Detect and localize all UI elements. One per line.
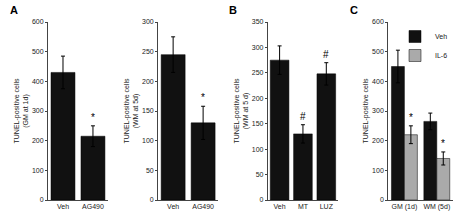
svg-text:600: 600 bbox=[372, 18, 384, 25]
svg-text:Veh: Veh bbox=[167, 203, 179, 210]
svg-text:200: 200 bbox=[32, 137, 44, 144]
svg-text:#: # bbox=[300, 111, 306, 122]
svg-text:150: 150 bbox=[142, 107, 154, 114]
svg-text:500: 500 bbox=[372, 48, 384, 55]
svg-text:AG490: AG490 bbox=[192, 203, 214, 210]
svg-text:TUNEL-positive cells: TUNEL-positive cells bbox=[362, 78, 370, 143]
svg-text:600: 600 bbox=[32, 18, 44, 25]
svg-text:A: A bbox=[10, 4, 18, 16]
svg-text:50: 50 bbox=[146, 167, 154, 174]
svg-text:Veh: Veh bbox=[435, 33, 447, 40]
svg-text:0: 0 bbox=[150, 196, 154, 203]
svg-text:50: 50 bbox=[256, 171, 264, 178]
svg-text:#: # bbox=[323, 49, 329, 60]
svg-text:C: C bbox=[350, 4, 358, 16]
svg-text:300: 300 bbox=[252, 44, 264, 51]
svg-text:300: 300 bbox=[142, 18, 154, 25]
svg-text:*: * bbox=[91, 112, 95, 123]
svg-text:AG490: AG490 bbox=[82, 203, 104, 210]
svg-text:GM (1d): GM (1d) bbox=[392, 203, 418, 211]
svg-text:100: 100 bbox=[372, 167, 384, 174]
svg-text:400: 400 bbox=[32, 78, 44, 85]
svg-text:0: 0 bbox=[380, 196, 384, 203]
svg-text:250: 250 bbox=[252, 69, 264, 76]
svg-text:MT: MT bbox=[298, 203, 309, 210]
svg-text:100: 100 bbox=[252, 146, 264, 153]
svg-text:200: 200 bbox=[252, 95, 264, 102]
svg-text:500: 500 bbox=[32, 48, 44, 55]
svg-text:200: 200 bbox=[372, 137, 384, 144]
svg-text:TUNEL-positive cells(WM at 5 d: TUNEL-positive cells(WM at 5 d) bbox=[233, 78, 250, 143]
svg-text:300: 300 bbox=[372, 107, 384, 114]
svg-text:250: 250 bbox=[142, 48, 154, 55]
svg-text:0: 0 bbox=[40, 196, 44, 203]
svg-text:150: 150 bbox=[252, 120, 264, 127]
svg-text:0: 0 bbox=[260, 196, 264, 203]
svg-text:Veh: Veh bbox=[57, 203, 69, 210]
svg-text:300: 300 bbox=[32, 107, 44, 114]
svg-text:*: * bbox=[201, 92, 205, 103]
svg-text:100: 100 bbox=[32, 167, 44, 174]
svg-text:Veh: Veh bbox=[274, 203, 286, 210]
svg-text:WM (5d): WM (5d) bbox=[423, 203, 450, 211]
svg-text:400: 400 bbox=[372, 78, 384, 85]
svg-text:350: 350 bbox=[252, 18, 264, 25]
svg-text:200: 200 bbox=[142, 78, 154, 85]
svg-text:TUNEL-positive cells(GM at 1d): TUNEL-positive cells(GM at 1d) bbox=[13, 78, 30, 143]
svg-text:IL-6: IL-6 bbox=[435, 52, 447, 59]
svg-text:100: 100 bbox=[142, 137, 154, 144]
svg-text:TUNEL-positive cells(WM at 5d): TUNEL-positive cells(WM at 5d) bbox=[123, 78, 140, 143]
svg-text:*: * bbox=[441, 138, 445, 149]
svg-text:*: * bbox=[409, 112, 413, 123]
svg-text:LUZ: LUZ bbox=[320, 203, 334, 210]
svg-text:B: B bbox=[229, 4, 237, 16]
